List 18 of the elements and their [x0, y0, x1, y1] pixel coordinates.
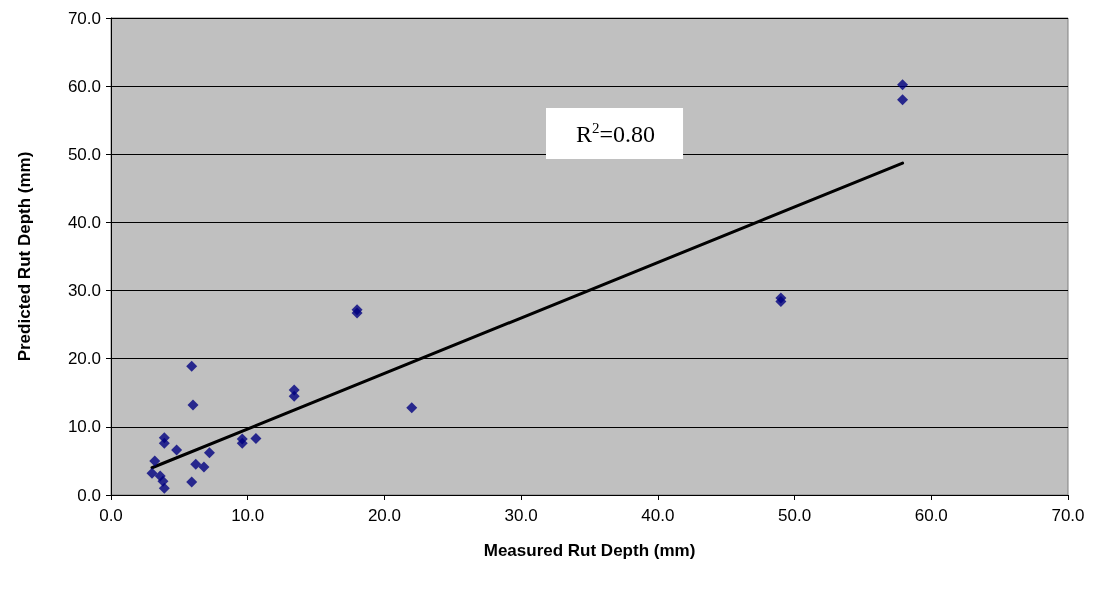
y-tick-label: 30.0 [67, 281, 101, 301]
x-tick-label: 40.0 [641, 506, 675, 525]
y-tick-label: 50.0 [67, 144, 101, 164]
y-tick-label: 70.0 [67, 8, 101, 28]
y-axis-title: Predicted Rut Depth (mm) [15, 151, 34, 362]
x-tick-label: 60.0 [914, 506, 948, 525]
x-tick-label: 20.0 [367, 506, 401, 525]
y-tick-label: 60.0 [67, 76, 101, 96]
x-tick-label: 70.0 [1051, 506, 1085, 525]
x-axis-title: Measured Rut Depth (mm) [483, 541, 696, 560]
y-tick-label: 10.0 [67, 417, 101, 437]
x-tick-label: 0.0 [99, 506, 123, 525]
y-tick-label: 40.0 [67, 212, 101, 232]
x-tick-label: 50.0 [778, 506, 812, 525]
y-tick-label: 0.0 [77, 485, 101, 505]
x-tick-label: 30.0 [504, 506, 538, 525]
x-tick-label: 10.0 [231, 506, 265, 525]
y-tick-label: 20.0 [67, 349, 101, 369]
